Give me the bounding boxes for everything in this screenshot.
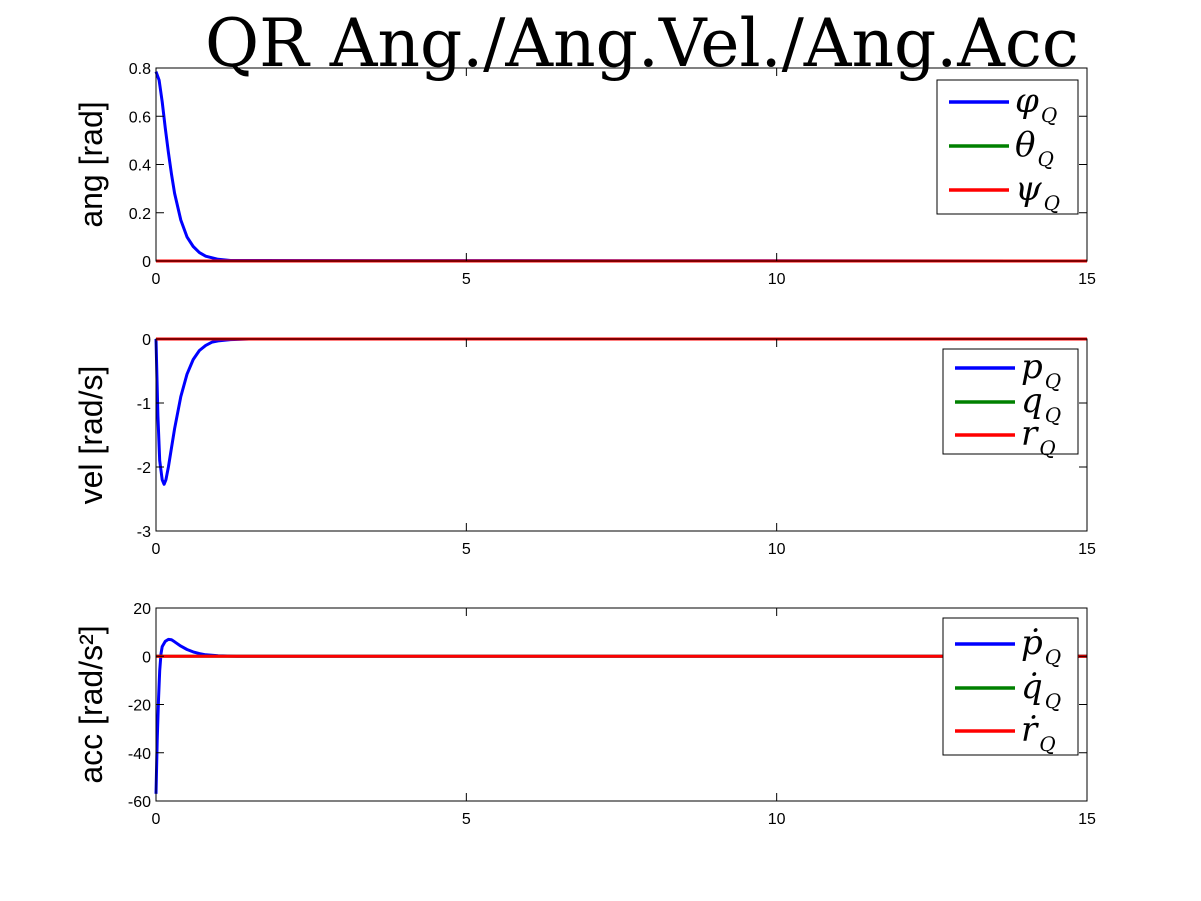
y-tick-label: 0.4 — [129, 158, 151, 175]
y-tick-label: 0 — [142, 332, 151, 349]
series-line-2-1 — [154, 337, 1087, 486]
x-tick-label: 0 — [152, 271, 161, 288]
y-tick-label: 0.8 — [129, 61, 151, 78]
subplot-3: 0 5 10 15 -60 -40 -20 0 20 acc [rad/s²] ṗ Qq̇ Qṙ Q — [73, 601, 1096, 828]
x-tick-label: 5 — [462, 271, 471, 288]
y-tick-label: 0.2 — [129, 206, 151, 223]
x-tick-label: 10 — [768, 271, 786, 288]
y-tick-label: 0 — [142, 254, 151, 271]
y-tick-label: 0 — [142, 649, 151, 666]
y-axis-label: acc [rad/s²] — [73, 625, 109, 783]
y-axis-label: vel [rad/s] — [73, 366, 109, 505]
x-tick-label: 15 — [1078, 541, 1096, 558]
legend-entry: q̇ Q — [1021, 667, 1061, 713]
x-tick-label: 10 — [768, 541, 786, 558]
y-axis-label: ang [rad] — [73, 101, 109, 227]
x-tick-label: 15 — [1078, 271, 1096, 288]
legend-3: ṗ Qq̇ Qṙ Q — [942, 617, 1079, 756]
y-tick-label: -2 — [137, 460, 151, 477]
series-line-1-1 — [154, 71, 1088, 263]
chart-title: QR Ang./Ang.Vel./Ang.Acc — [205, 5, 1079, 82]
x-tick-label: 10 — [768, 811, 786, 828]
y-tick-label: 0.6 — [129, 109, 151, 126]
y-tick-label: -60 — [128, 794, 151, 811]
x-tick-label: 15 — [1078, 811, 1096, 828]
x-tick-label: 0 — [152, 541, 161, 558]
subplot-1: 0 5 10 15 0 0.2 0.4 0.6 0.8 ang [rad] φ Qθ Qψ Q — [73, 61, 1096, 288]
legend-1: φ Qθ Qψ Q — [936, 79, 1079, 215]
y-tick-label: -1 — [137, 396, 151, 413]
legend-2: p Qq Qr Q — [942, 347, 1079, 460]
axes-box-2 — [155, 338, 1088, 532]
y-tick-label: 20 — [133, 601, 151, 618]
x-tick-label: 5 — [462, 541, 471, 558]
y-tick-label: -40 — [128, 746, 151, 763]
y-tick-label: -3 — [137, 524, 151, 541]
x-tick-label: 0 — [152, 811, 161, 828]
subplot-2: 0 5 10 15 -3 -2 -1 0 vel [rad/s] p Qq Qr Q — [73, 332, 1096, 558]
x-tick-label: 5 — [462, 811, 471, 828]
y-tick-label: -20 — [128, 698, 151, 715]
